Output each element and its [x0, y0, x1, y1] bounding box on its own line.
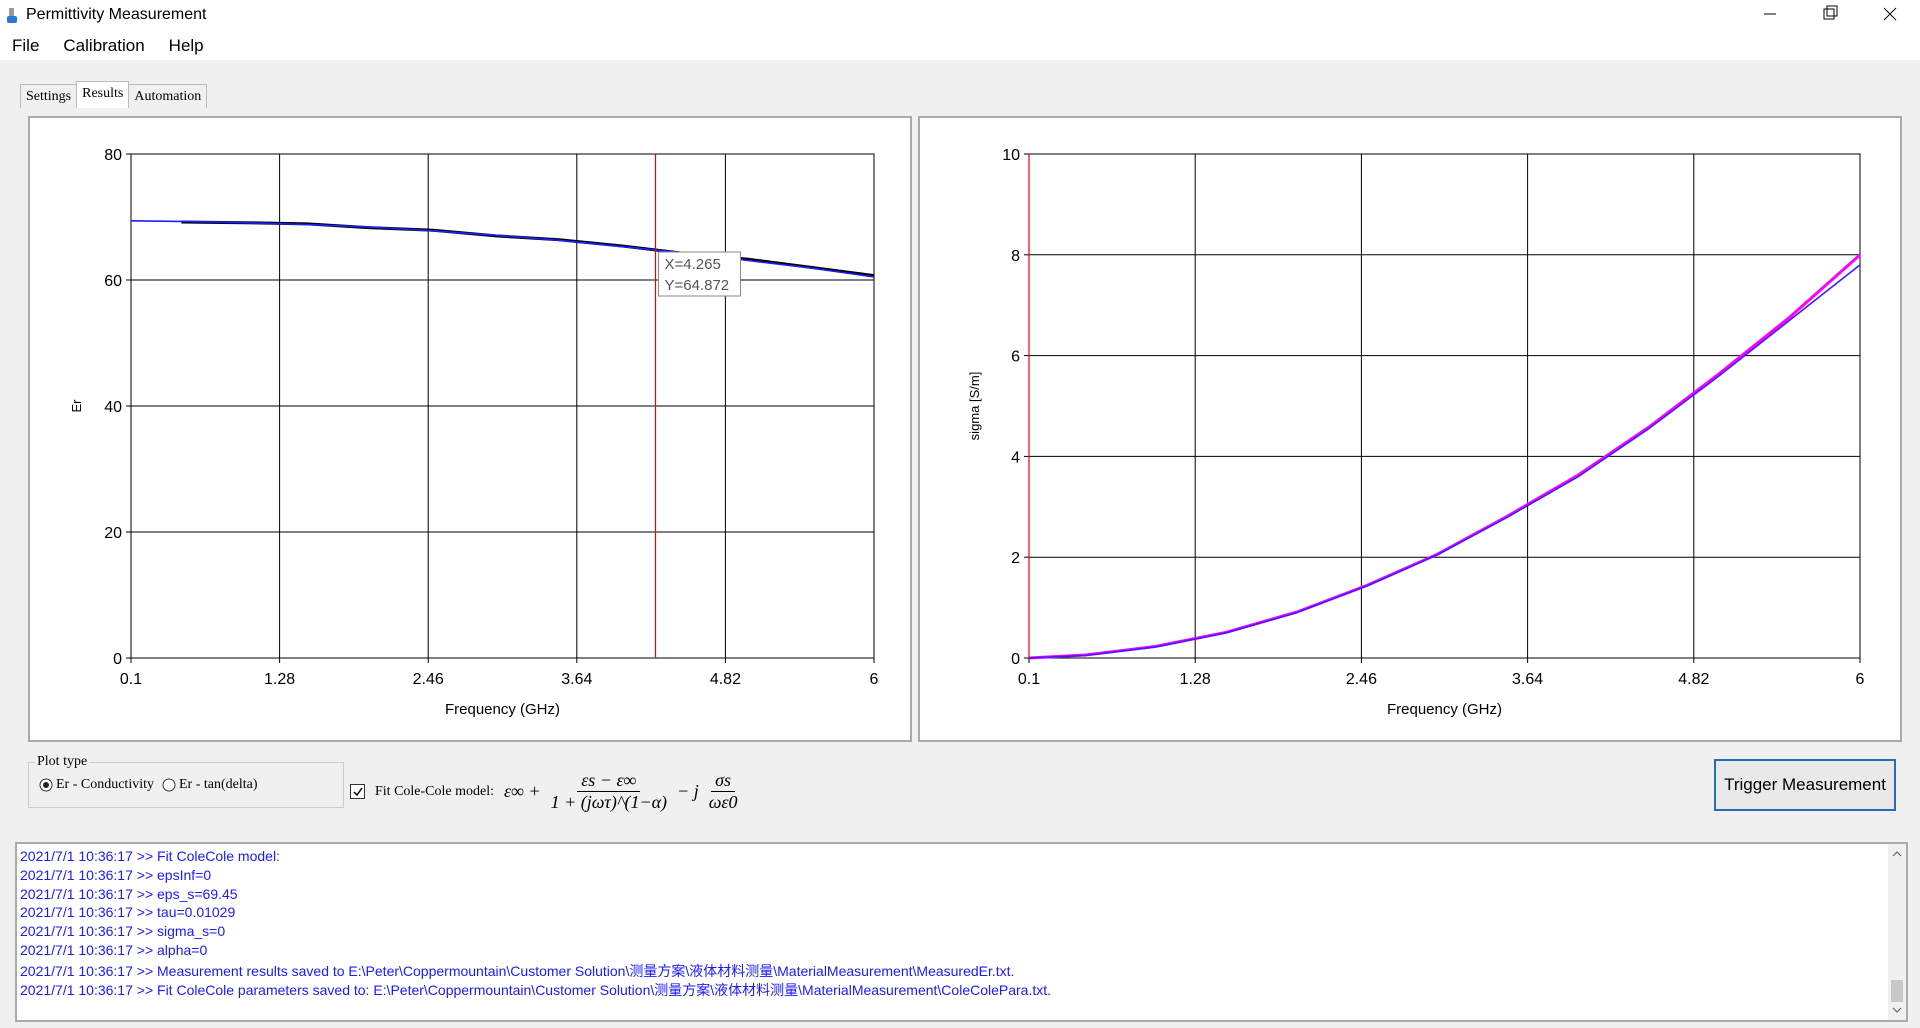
formula-term: εs − ε∞ [577, 770, 641, 792]
chart: 0 20 40 60 80 0.1 1.28 2.46 3.64 4.82 6 Frequency (… [69, 147, 879, 718]
formula-term: σs [711, 770, 736, 792]
formula-term: − j [677, 781, 699, 801]
formula-fraction: εs − ε∞ 1 + (jωτ)^(1−α) [551, 770, 667, 813]
tab-strip: Settings Results Automation [20, 81, 208, 108]
x-tick-label: 3.64 [1512, 671, 1543, 688]
x-tick-label: 2.46 [413, 671, 444, 688]
radio-button[interactable] [162, 778, 176, 792]
tooltip-text: Y=64.872 [665, 277, 730, 294]
log-box: 2021/7/1 10:36:17 >> Fit ColeCole model:… [15, 842, 1908, 1022]
plot-frame [130, 153, 875, 659]
x-tick-label: 4.82 [1678, 671, 1709, 688]
menu-item[interactable]: Calibration [63, 36, 145, 55]
x-tick-label: 0.1 [1018, 671, 1040, 688]
log-line: 2021/7/1 10:36:17 >> eps_s=69.45 [20, 885, 238, 902]
log-line: 2021/7/1 10:36:17 >> tau=0.01029 [20, 904, 236, 921]
log-line: 2021/7/1 10:36:17 >> Fit ColeCole parame… [20, 981, 1052, 998]
y-tick-label: 0 [1011, 651, 1020, 668]
checkbox[interactable] [350, 784, 365, 799]
scrollbar[interactable] [1888, 844, 1906, 1020]
y-tick-label: 10 [1002, 147, 1020, 164]
formula-term: ε∞ + [504, 781, 541, 801]
y-tick-label: 0 [113, 651, 122, 668]
formula-fraction: σs ωε0 [709, 770, 738, 813]
title-bar: Permittivity Measurement [0, 0, 1920, 30]
tab[interactable]: Settings [20, 84, 78, 108]
menu-item[interactable]: File [12, 36, 40, 55]
y-axis-label: sigma [S/m] [967, 372, 982, 441]
y-tick-label: 60 [104, 273, 122, 290]
y-tick-label: 20 [104, 525, 122, 542]
x-tick-label: 6 [1856, 671, 1865, 688]
chart: 0 2 4 6 8 10 0.1 1.28 2.46 3.64 4.82 6 Frequency (GH… [967, 147, 1865, 718]
window-title: Permittivity Measurement [26, 6, 207, 23]
log-line: 2021/7/1 10:36:17 >> Fit ColeCole model: [20, 848, 280, 864]
y-tick-label: 8 [1011, 248, 1020, 265]
log-line: 2021/7/1 10:36:17 >> sigma_s=0 [20, 923, 226, 940]
menu-item[interactable]: Help [168, 36, 204, 55]
radio-label: Er - tan(delta) [179, 777, 258, 792]
x-tick-label: 2.46 [1346, 671, 1377, 688]
menu-bar: File Calibration Help [0, 30, 1920, 60]
x-tick-label: 1.28 [264, 671, 295, 688]
x-tick-label: 4.82 [710, 671, 741, 688]
trigger-button[interactable]: Trigger Measurement [1714, 759, 1896, 811]
tooltip-text: X=4.265 [665, 256, 721, 273]
tooltip-box [658, 251, 742, 297]
log-line: 2021/7/1 10:36:17 >> epsInf=0 [20, 866, 212, 883]
radio-option[interactable]: Er - tan(delta) [162, 777, 258, 793]
formula-term: 1 + (jωτ)^(1−α) [550, 792, 668, 812]
y-tick-label: 4 [1011, 449, 1020, 466]
fit-row: Fit Cole-Cole model: ε∞ + εs − ε∞ 1 + (jω… [350, 770, 738, 813]
check-mark [352, 787, 363, 796]
window-controls[interactable] [1750, 0, 1920, 30]
y-tick-label: 6 [1011, 349, 1020, 366]
radio-dot [43, 782, 49, 788]
formula-term: ωε0 [708, 792, 738, 812]
x-axis-label: Frequency (GHz) [445, 701, 560, 718]
checkbox-label: Fit Cole-Cole model: [375, 783, 494, 799]
radio-button[interactable] [39, 778, 53, 792]
y-axis-label: Er [69, 399, 84, 413]
data-line [130, 220, 875, 278]
x-tick-label: 1.28 [1180, 671, 1211, 688]
tab[interactable]: Results [76, 81, 130, 108]
radio-ring [162, 778, 176, 792]
radio-label: Er - Conductivity [56, 777, 154, 792]
y-tick-label: 40 [104, 399, 122, 416]
radio-row: Er - Conductivity Er - tan(delta) [39, 777, 258, 793]
log-line: 2021/7/1 10:36:17 >> alpha=0 [20, 941, 208, 958]
x-tick-label: 3.64 [561, 671, 592, 688]
plot-frame [1028, 153, 1861, 659]
plot-type-group: Plot type Er - Conductivity Er - tan(delt… [28, 754, 344, 808]
y-tick-label: 2 [1011, 550, 1020, 567]
radio-option[interactable]: Er - Conductivity [39, 777, 154, 793]
y-tick-label: 80 [104, 147, 122, 164]
x-axis-label: Frequency (GHz) [1387, 701, 1502, 718]
data-line [1028, 264, 1861, 659]
x-tick-label: 6 [870, 671, 879, 688]
group-title: Plot type [35, 754, 90, 770]
check-path [352, 787, 363, 796]
chart-panel: 0 2 4 6 8 10 0.1 1.28 2.46 3.64 4.82 6 Frequency (GH… [918, 116, 1902, 742]
data-line [181, 220, 875, 278]
log-line: 2021/7/1 10:36:17 >> Measurement results… [20, 962, 1015, 979]
x-tick-label: 0.1 [120, 671, 142, 688]
tab[interactable]: Automation [128, 84, 208, 108]
app-icon [7, 8, 17, 23]
chart-panel: 0 20 40 60 80 0.1 1.28 2.46 3.64 4.82 6 Frequency (… [28, 116, 912, 742]
